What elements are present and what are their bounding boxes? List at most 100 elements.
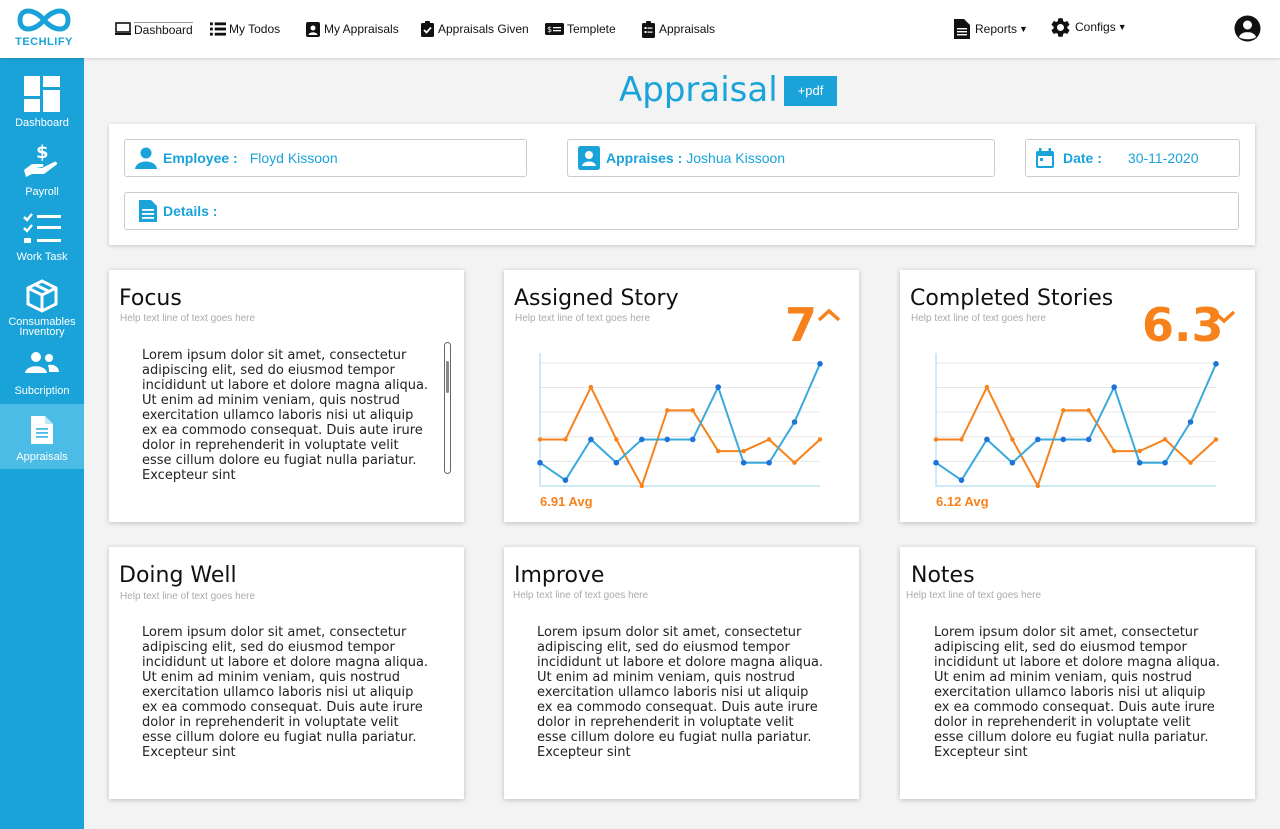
- box-icon: [26, 279, 58, 313]
- trend-up-icon: [817, 308, 841, 322]
- appraises-field[interactable]: Appraises : Joshua Kissoon: [567, 139, 995, 177]
- data-point: [1035, 483, 1041, 488]
- page-title: Appraisal: [619, 70, 778, 110]
- data-point: [588, 384, 594, 390]
- data-point: [690, 408, 695, 413]
- nav-my-appraisals-label: My Appraisals: [324, 22, 399, 36]
- data-point: [817, 361, 823, 367]
- caret-down-icon: ▼: [1019, 24, 1028, 34]
- document-text-icon: [31, 416, 53, 444]
- list-icon: [210, 21, 226, 37]
- checklist-icon: [23, 213, 61, 243]
- data-point: [766, 459, 772, 466]
- sidebar-item-subcription[interactable]: Subcription: [0, 351, 84, 401]
- data-point: [1086, 408, 1091, 413]
- sidebar-label: Subcription: [14, 385, 70, 397]
- card-help-text: Help text line of text goes here: [911, 313, 1047, 324]
- scrollbar[interactable]: [444, 342, 451, 474]
- data-point: [639, 483, 645, 488]
- nav-my-appraisals[interactable]: My Appraisals: [305, 18, 399, 40]
- data-point: [1137, 448, 1142, 454]
- infinity-logo-icon: [17, 8, 71, 32]
- data-point: [1061, 408, 1066, 413]
- sidebar-item-payroll[interactable]: $ Payroll: [0, 142, 84, 200]
- data-point: [715, 384, 721, 390]
- scrollbar-thumb[interactable]: [446, 361, 449, 393]
- series-line-1: [539, 363, 821, 482]
- card-body-text[interactable]: Lorem ipsum dolor sit amet, consectetur …: [537, 625, 824, 760]
- user-avatar[interactable]: [1234, 15, 1261, 42]
- data-point: [1213, 437, 1219, 442]
- metric-value: 6.3: [1142, 298, 1224, 352]
- data-point: [933, 437, 939, 442]
- nav-reports-dropdown[interactable]: Reports ▼: [952, 18, 1028, 40]
- data-point: [1188, 460, 1193, 465]
- employee-field[interactable]: Employee : Floyd Kissoon: [124, 139, 527, 177]
- data-point: [537, 437, 543, 442]
- card-help-text: Help text line of text goes here: [513, 590, 649, 601]
- nav-template-label: Templete: [567, 22, 616, 36]
- sidebar-label: Dashboard: [15, 117, 69, 129]
- export-pdf-button[interactable]: +pdf: [784, 76, 837, 106]
- data-point: [689, 436, 696, 443]
- data-point: [741, 448, 746, 454]
- data-point: [933, 459, 939, 466]
- card-body-text[interactable]: Lorem ipsum dolor sit amet, consectetur …: [142, 625, 429, 760]
- data-point: [1162, 437, 1168, 442]
- brand-name: TECHLIFY: [15, 36, 73, 48]
- data-point: [1136, 459, 1143, 466]
- data-point: [1111, 384, 1117, 390]
- card-title: Assigned Story: [514, 286, 679, 311]
- sidebar-label: Payroll: [25, 186, 59, 198]
- date-field[interactable]: Date : 30-11-2020: [1025, 139, 1240, 177]
- assigned-story-line-chart: [537, 353, 823, 488]
- sidebar-item-consumables-inventory[interactable]: Consumables Inventory: [0, 279, 84, 338]
- nav-dashboard[interactable]: Dashboard: [115, 18, 193, 40]
- assigned-story-card: Assigned Story Help text line of text go…: [504, 270, 859, 522]
- series-line-0: [540, 384, 821, 488]
- data-point: [984, 436, 990, 443]
- card-body-text[interactable]: Lorem ipsum dolor sit amet, consectetur …: [142, 348, 429, 483]
- nav-appraisals-given[interactable]: Appraisals Given: [419, 18, 529, 40]
- data-point: [1060, 436, 1067, 443]
- card-body-text[interactable]: Lorem ipsum dolor sit amet, consectetur …: [934, 625, 1221, 760]
- sidebar-item-work-task[interactable]: Work Task: [0, 213, 84, 271]
- average-label: 6.91 Avg: [540, 494, 593, 509]
- sidebar-item-appraisals[interactable]: Appraisals: [0, 404, 84, 469]
- data-point: [1009, 459, 1016, 466]
- data-point: [792, 460, 797, 465]
- nav-reports-label: Reports: [975, 22, 1018, 36]
- doing-well-card: Doing Well Help text line of text goes h…: [109, 547, 464, 799]
- data-point: [588, 436, 594, 443]
- appraises-value: Joshua Kissoon: [686, 150, 786, 166]
- nav-configs-label: Configs: [1075, 20, 1116, 34]
- data-point: [664, 436, 671, 443]
- sidebar-item-dashboard[interactable]: Dashboard: [0, 76, 84, 134]
- brand-logo[interactable]: TECHLIFY: [14, 5, 74, 53]
- monitor-icon: [115, 21, 131, 37]
- nav-appraisals[interactable]: Appraisals: [640, 18, 715, 40]
- card-title: Improve: [514, 563, 605, 588]
- calendar-icon: [1035, 146, 1055, 170]
- svg-text:$: $: [547, 25, 552, 34]
- template-icon: $: [544, 21, 564, 37]
- nav-my-todos-label: My Todos: [229, 22, 281, 36]
- gear-icon: [1048, 15, 1072, 39]
- users-icon: [25, 352, 59, 373]
- completed-stories-line-chart: [933, 353, 1219, 488]
- data-point: [639, 436, 645, 443]
- user-icon: [134, 146, 158, 170]
- notes-card: Notes Help text line of text goes here L…: [900, 547, 1255, 799]
- card-title: Completed Stories: [910, 286, 1114, 311]
- nav-configs-dropdown[interactable]: Configs ▼: [1048, 16, 1127, 38]
- focus-card: Focus Help text line of text goes here L…: [109, 270, 464, 522]
- card-help-text: Help text line of text goes here: [515, 313, 651, 324]
- card-help-text: Help text line of text goes here: [120, 313, 256, 324]
- nav-template[interactable]: $ Templete: [544, 18, 616, 40]
- nav-my-todos[interactable]: My Todos: [210, 18, 280, 40]
- data-point: [614, 437, 619, 442]
- details-field[interactable]: Details :: [124, 192, 1239, 230]
- data-point: [1111, 448, 1117, 454]
- id-card-icon: [305, 21, 321, 37]
- document-icon: [138, 199, 158, 223]
